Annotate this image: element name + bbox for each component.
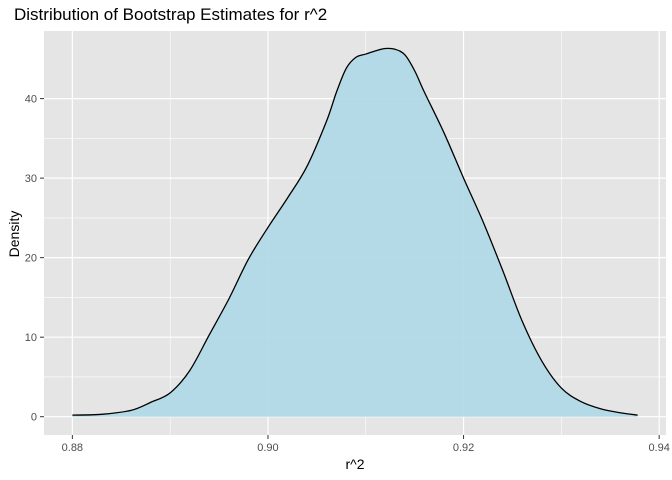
y-tick-label: 0 bbox=[31, 412, 37, 424]
density-area bbox=[72, 48, 638, 417]
y-axis-label: Density bbox=[6, 211, 22, 258]
y-tick-label: 20 bbox=[25, 253, 37, 265]
x-tick-label: 0.92 bbox=[453, 442, 474, 454]
x-axis: 0.88 0.90 0.92 0.94 bbox=[62, 435, 670, 454]
y-tick-label: 40 bbox=[25, 94, 37, 106]
x-tick-label: 0.88 bbox=[62, 442, 83, 454]
chart-title: Distribution of Bootstrap Estimates for … bbox=[14, 5, 327, 24]
y-tick-label: 30 bbox=[25, 173, 37, 185]
x-tick-label: 0.94 bbox=[648, 442, 669, 454]
x-axis-label: r^2 bbox=[345, 456, 364, 472]
density-line bbox=[72, 47, 638, 416]
y-tick-label: 10 bbox=[25, 332, 37, 344]
x-tick-label: 0.90 bbox=[257, 442, 278, 454]
y-axis: 0 10 20 30 40 bbox=[25, 94, 44, 424]
